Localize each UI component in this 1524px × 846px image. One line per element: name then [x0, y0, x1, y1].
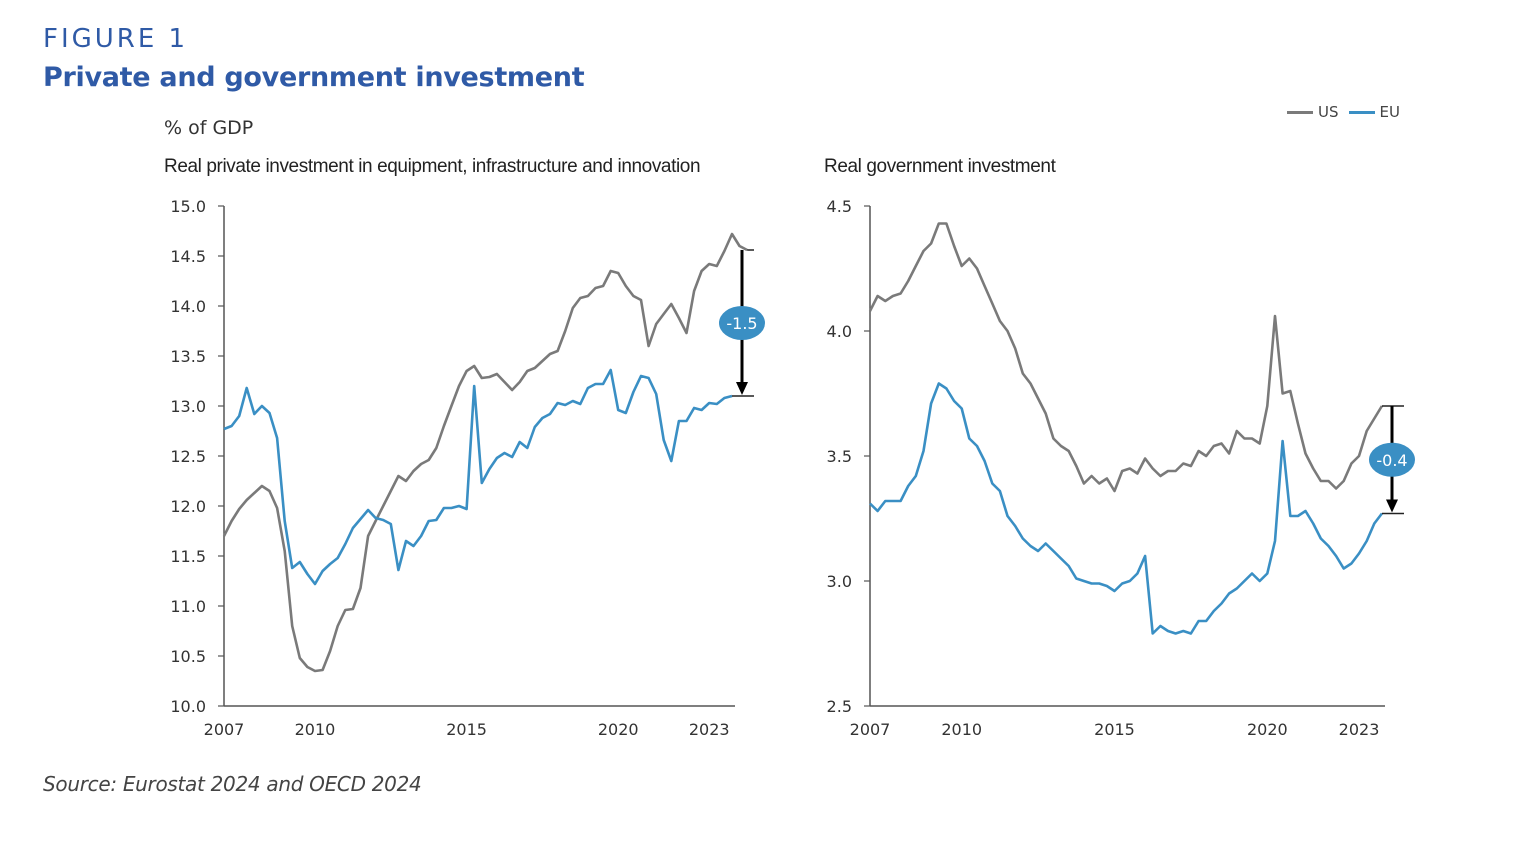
- legend-label-eu: EU: [1379, 103, 1400, 121]
- left-annotation-badge: [719, 306, 765, 340]
- legend-item-us: US: [1287, 103, 1339, 121]
- right-y-tick-label: 3.0: [827, 572, 852, 591]
- left-y-tick-label: 15.0: [170, 197, 206, 216]
- left-x-tick-label: 2007: [204, 720, 245, 739]
- left-x-tick-label: 2015: [446, 720, 487, 739]
- figure-title: Private and government investment: [43, 62, 585, 93]
- left-annotation-label: -1.5: [726, 314, 757, 333]
- left-series-eu: [223, 368, 733, 586]
- source-note: Source: Eurostat 2024 and OECD 2024: [43, 772, 422, 796]
- left-y-tick-label: 10.5: [170, 647, 206, 666]
- left-series-us: [222, 232, 748, 673]
- legend-label-us: US: [1318, 103, 1339, 121]
- right-x-tick-label: 2010: [941, 720, 982, 739]
- left-x-tick-label: 2010: [295, 720, 336, 739]
- left-y-tick-label: 12.0: [170, 497, 206, 516]
- left-x-tick-label: 2023: [689, 720, 730, 739]
- left-x-tick-label: 2020: [598, 720, 639, 739]
- left-y-tick-label: 11.5: [170, 547, 206, 566]
- left-y-tick-label: 13.5: [170, 347, 206, 366]
- right-annotation-badge: [1369, 442, 1415, 477]
- right-chart-title: Real government investment: [824, 156, 1056, 177]
- legend-swatch-eu: [1348, 110, 1375, 114]
- right-series-us: [868, 222, 1384, 493]
- figure-label: FIGURE 1: [43, 24, 189, 54]
- legend-swatch-us: [1287, 110, 1313, 114]
- unit-label: % of GDP: [164, 117, 254, 139]
- left-chart-title: Real private investment in equipment, in…: [164, 156, 701, 177]
- right-annotation-arrow-head: [1386, 499, 1398, 513]
- left-y-tick-label: 13.0: [170, 397, 206, 416]
- right-x-tick-label: 2020: [1247, 720, 1288, 739]
- left-y-tick-label: 14.0: [170, 297, 206, 316]
- legend-item-eu: EU: [1348, 103, 1400, 121]
- left-y-tick-label: 14.5: [170, 247, 206, 266]
- right-y-tick-label: 3.5: [827, 447, 852, 466]
- right-annotation-label: -0.4: [1376, 451, 1407, 470]
- right-x-tick-label: 2023: [1339, 720, 1380, 739]
- right-y-tick-label: 4.0: [827, 322, 852, 341]
- left-y-tick-label: 10.0: [170, 697, 206, 716]
- right-x-tick-label: 2015: [1094, 720, 1135, 739]
- legend: US EU: [1287, 103, 1410, 121]
- right-series-eu: [869, 382, 1383, 635]
- right-x-tick-label: 2007: [850, 720, 891, 739]
- right-y-tick-label: 4.5: [827, 197, 852, 216]
- left-y-tick-label: 12.5: [170, 447, 206, 466]
- left-y-tick-label: 11.0: [170, 597, 206, 616]
- left-annotation-arrow-head: [736, 382, 748, 395]
- right-y-tick-label: 2.5: [827, 697, 852, 716]
